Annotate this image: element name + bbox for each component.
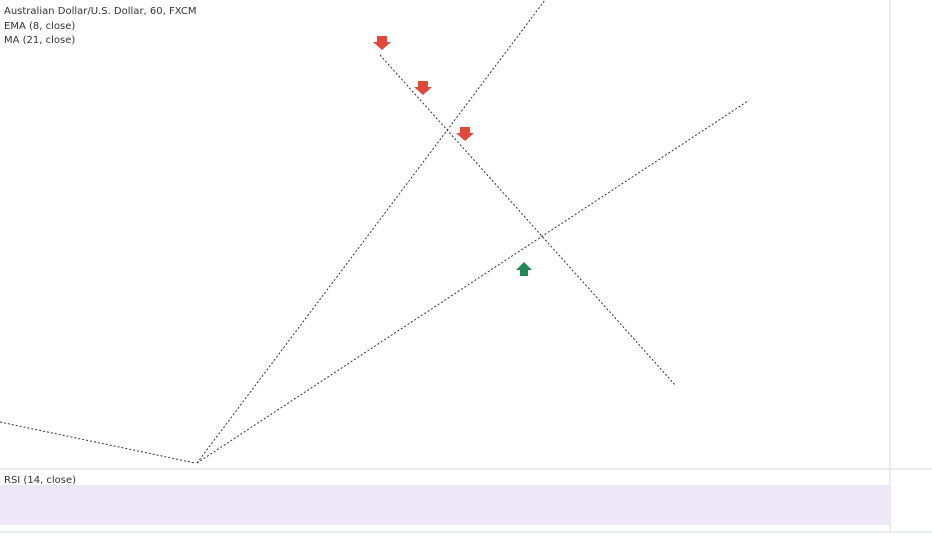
signal-arrows [373,36,532,276]
trend-line [0,421,196,464]
trend-line [196,0,546,464]
sell-arrow [456,127,474,141]
trend-line [196,100,749,464]
buy-arrow [516,262,532,276]
rsi-band [0,485,890,525]
trend-lines [0,0,749,464]
legend-entry: MA (21, close) [4,35,75,46]
symbol-title: Australian Dollar/U.S. Dollar, 60, FXCM [4,6,196,17]
sell-arrow [373,36,391,50]
sell-arrow [414,81,432,95]
legend-entry: RSI (14, close) [4,475,76,486]
legend-entry: EMA (8, close) [4,21,75,32]
